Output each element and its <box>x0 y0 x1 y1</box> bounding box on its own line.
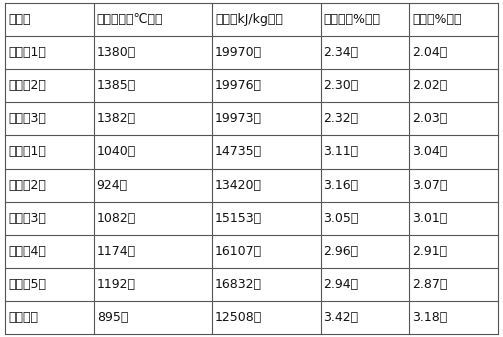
Text: 2.02。: 2.02。 <box>412 80 448 92</box>
Text: 1192。: 1192。 <box>97 278 136 290</box>
Text: 12508。: 12508。 <box>215 311 262 324</box>
Text: 1382。: 1382。 <box>97 113 136 125</box>
Text: 结渣温度（℃）。: 结渣温度（℃）。 <box>97 13 163 26</box>
Text: 16832。: 16832。 <box>215 278 262 290</box>
Text: 2.96。: 2.96。 <box>323 245 359 257</box>
Text: 19976。: 19976。 <box>215 80 262 92</box>
Text: 924。: 924。 <box>97 179 128 191</box>
Text: 1380。: 1380。 <box>97 47 136 59</box>
Text: 实施例2。: 实施例2。 <box>8 80 46 92</box>
Text: 热值（kJ/kg）。: 热值（kJ/kg）。 <box>215 13 283 26</box>
Text: 3.07。: 3.07。 <box>412 179 448 191</box>
Text: 2.34。: 2.34。 <box>323 47 359 59</box>
Text: 3.42。: 3.42。 <box>323 311 359 324</box>
Text: 对比例5。: 对比例5。 <box>8 278 46 290</box>
Text: 1385。: 1385。 <box>97 80 136 92</box>
Text: 3.18。: 3.18。 <box>412 311 448 324</box>
Text: 1082。: 1082。 <box>97 212 136 224</box>
Text: 对照组。: 对照组。 <box>8 311 38 324</box>
Text: 2.91。: 2.91。 <box>412 245 447 257</box>
Text: 2.03。: 2.03。 <box>412 113 448 125</box>
Text: 3.04。: 3.04。 <box>412 146 448 158</box>
Text: 1040。: 1040。 <box>97 146 136 158</box>
Text: 16107。: 16107。 <box>215 245 262 257</box>
Text: 19970。: 19970。 <box>215 47 262 59</box>
Text: 2.04。: 2.04。 <box>412 47 448 59</box>
Text: 实施例3。: 实施例3。 <box>8 113 46 125</box>
Text: 项目。: 项目。 <box>8 13 31 26</box>
Text: 2.30。: 2.30。 <box>323 80 359 92</box>
Text: 3.01。: 3.01。 <box>412 212 448 224</box>
Text: 对比例2。: 对比例2。 <box>8 179 46 191</box>
Text: 对比例3。: 对比例3。 <box>8 212 46 224</box>
Text: 13420。: 13420。 <box>215 179 262 191</box>
Text: 3.16。: 3.16。 <box>323 179 359 191</box>
Text: 对比例1。: 对比例1。 <box>8 146 46 158</box>
Text: 3.11。: 3.11。 <box>323 146 359 158</box>
Text: 2.94。: 2.94。 <box>323 278 359 290</box>
Text: 19973。: 19973。 <box>215 113 262 125</box>
Text: 结渣率（%）。: 结渣率（%）。 <box>323 13 380 26</box>
Text: 1174。: 1174。 <box>97 245 136 257</box>
Text: 2.32。: 2.32。 <box>323 113 359 125</box>
Text: 灰分（%）。: 灰分（%）。 <box>412 13 462 26</box>
Text: 15153。: 15153。 <box>215 212 262 224</box>
Text: 14735。: 14735。 <box>215 146 262 158</box>
Text: 2.87。: 2.87。 <box>412 278 448 290</box>
Text: 对比例4。: 对比例4。 <box>8 245 46 257</box>
Text: 实施例1。: 实施例1。 <box>8 47 46 59</box>
Text: 3.05。: 3.05。 <box>323 212 359 224</box>
Text: 895。: 895。 <box>97 311 128 324</box>
